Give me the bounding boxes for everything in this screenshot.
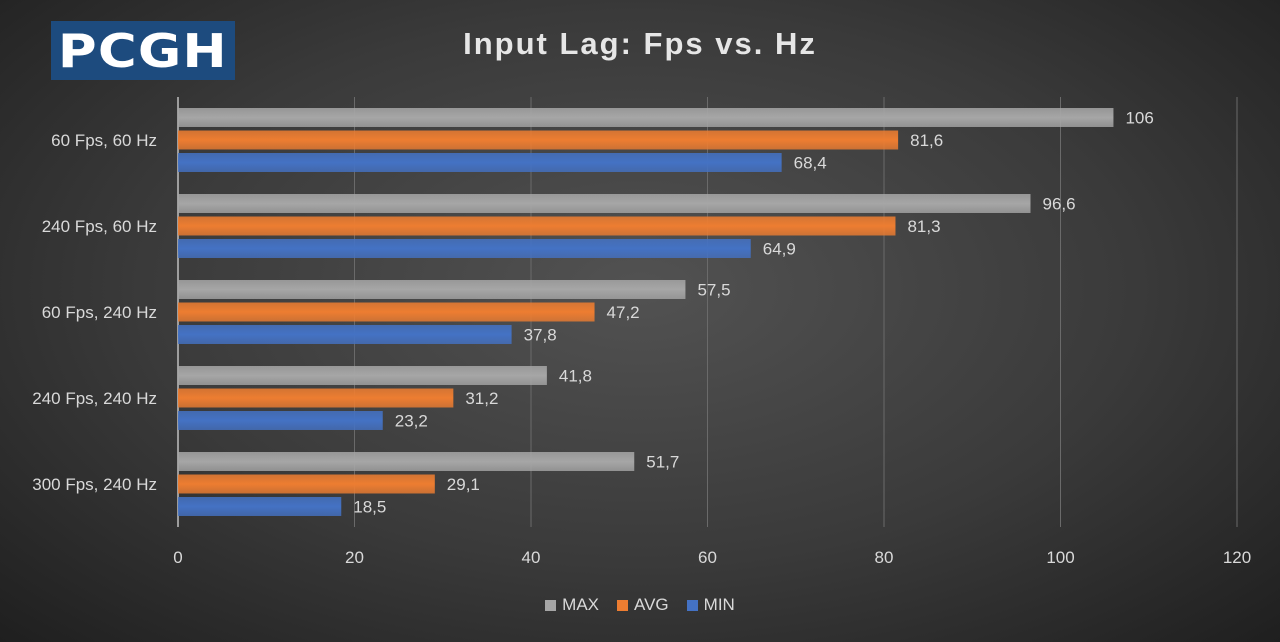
x-tick-label: 60 [698,548,717,567]
logo-text: PCGH [58,23,228,78]
category-label: 300 Fps, 240 Hz [32,475,157,494]
data-label: 47,2 [607,303,640,322]
bar-min [178,411,383,430]
bar-max [178,452,635,471]
data-label: 18,5 [353,498,386,517]
category-label: 240 Fps, 240 Hz [32,389,157,408]
data-label: 81,3 [907,217,940,236]
data-label: 23,2 [395,412,428,431]
legend: MAX AVG MIN [0,595,1280,615]
data-label: 81,6 [910,131,943,150]
category-label: 60 Fps, 240 Hz [42,303,157,322]
bar-max [178,194,1031,213]
data-label: 57,5 [697,281,730,300]
data-label: 41,8 [559,367,592,386]
bar-max [178,280,686,299]
category-label: 60 Fps, 60 Hz [51,131,157,150]
bar-min [178,325,512,344]
x-tick-label: 20 [345,548,364,567]
legend-item-max: MAX [545,595,599,615]
bar-avg [178,130,899,150]
data-label: 64,9 [763,240,796,259]
bar-min [178,239,751,258]
legend-swatch-min [686,599,698,611]
x-tick-label: 120 [1223,548,1251,567]
data-label: 37,8 [524,326,557,345]
legend-label-avg: AVG [634,595,669,614]
bar-avg [178,216,896,236]
x-tick-label: 100 [1046,548,1074,567]
x-tick-label: 80 [875,548,894,567]
chart-title: Input Lag: Fps vs. Hz [463,26,817,61]
bar-avg [178,474,435,494]
x-tick-label: 40 [522,548,541,567]
data-label: 106 [1125,109,1153,128]
x-tick-label: 0 [173,548,182,567]
data-label: 96,6 [1042,195,1075,214]
legend-item-min: MIN [686,595,735,615]
bar-avg [178,388,454,408]
legend-label-max: MAX [562,595,600,614]
bar-max [178,108,1114,127]
data-label: 68,4 [794,154,827,173]
bar-min [178,497,342,516]
pcgh-logo: PCGH [51,21,235,80]
bar-min [178,153,782,172]
data-label: 29,1 [447,475,480,494]
bar-avg [178,302,595,322]
legend-swatch-avg [617,599,629,611]
data-label: 51,7 [646,453,679,472]
bar-max [178,366,547,385]
legend-label-min: MIN [703,595,735,614]
legend-swatch-max [545,599,557,611]
category-label: 240 Fps, 60 Hz [42,217,157,236]
data-label: 31,2 [465,389,498,408]
legend-item-avg: AVG [617,595,669,615]
